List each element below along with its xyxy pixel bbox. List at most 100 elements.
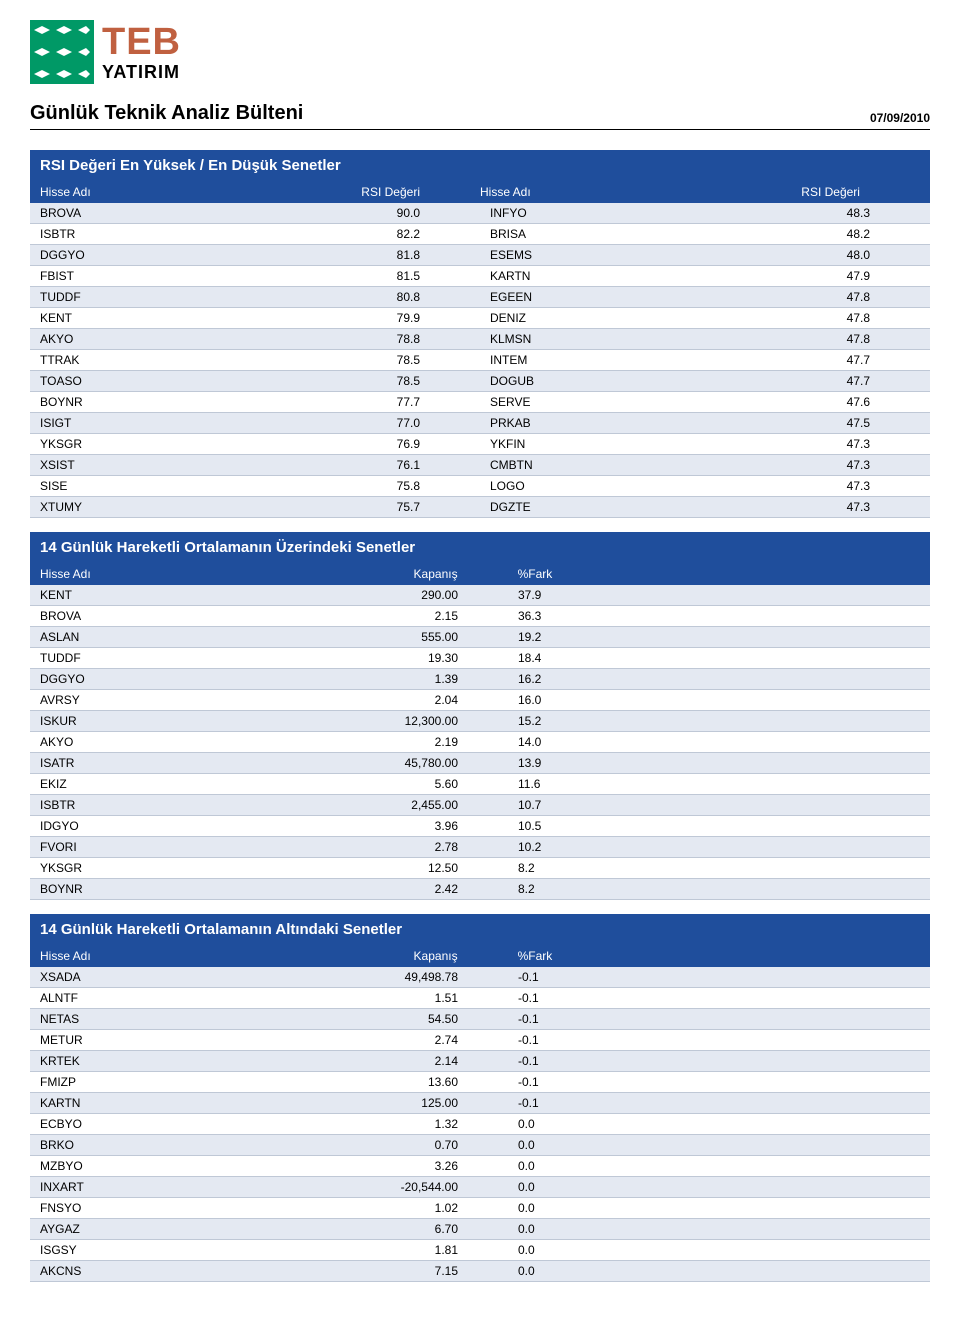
cell: -0.1: [498, 1093, 930, 1114]
cell: YKSGR: [30, 858, 210, 879]
cell: -0.1: [498, 1072, 930, 1093]
cell: ISIGT: [30, 413, 291, 434]
table-row: ISIGT77.0PRKAB47.5: [30, 413, 930, 434]
table-row: XSADA49,498.78-0.1: [30, 967, 930, 988]
cell: 19.2: [498, 627, 930, 648]
cell: DGGYO: [30, 669, 210, 690]
rsi-hdr-1: Hisse Adı: [40, 185, 295, 199]
cell: BROVA: [30, 203, 291, 224]
table-row: DGGYO81.8ESEMS48.0: [30, 245, 930, 266]
table-row: ALNTF1.51-0.1: [30, 988, 930, 1009]
logo-yatirim: YATIRIM: [102, 63, 181, 82]
cell: AKYO: [30, 329, 291, 350]
table-row: ASLAN555.0019.2: [30, 627, 930, 648]
cell: 78.5: [291, 350, 480, 371]
cell: 1.32: [210, 1114, 498, 1135]
cell: 15.2: [498, 711, 930, 732]
cell: 10.7: [498, 795, 930, 816]
logo-icon: [30, 20, 94, 84]
above-hdr-3: %Fark: [498, 567, 920, 581]
cell: 10.2: [498, 837, 930, 858]
cell: TUDDF: [30, 287, 291, 308]
cell: 8.2: [498, 858, 930, 879]
cell: BRISA: [480, 224, 741, 245]
below-ma-title: 14 Günlük Hareketli Ortalamanın Altındak…: [30, 914, 930, 945]
cell: FMIZP: [30, 1072, 210, 1093]
cell: 2.78: [210, 837, 498, 858]
table-row: AKYO2.1914.0: [30, 732, 930, 753]
cell: 75.8: [291, 476, 480, 497]
table-row: KENT79.9DENIZ47.8: [30, 308, 930, 329]
cell: 37.9: [498, 585, 930, 606]
table-row: AVRSY2.0416.0: [30, 690, 930, 711]
cell: 290.00: [210, 585, 498, 606]
table-row: AKCNS7.150.0: [30, 1261, 930, 1282]
cell: 45,780.00: [210, 753, 498, 774]
cell: DENIZ: [480, 308, 741, 329]
rsi-table: BROVA90.0INFYO48.3ISBTR82.2BRISA48.2DGGY…: [30, 203, 930, 518]
cell: 49,498.78: [210, 967, 498, 988]
cell: 18.4: [498, 648, 930, 669]
table-row: IDGYO3.9610.5: [30, 816, 930, 837]
cell: 5.60: [210, 774, 498, 795]
table-row: INXART-20,544.000.0: [30, 1177, 930, 1198]
cell: 47.8: [741, 329, 930, 350]
cell: -0.1: [498, 1030, 930, 1051]
cell: 1.39: [210, 669, 498, 690]
cell: 48.2: [741, 224, 930, 245]
cell: ISKUR: [30, 711, 210, 732]
cell: 125.00: [210, 1093, 498, 1114]
cell: 19.30: [210, 648, 498, 669]
cell: 48.3: [741, 203, 930, 224]
cell: NETAS: [30, 1009, 210, 1030]
cell: 13.60: [210, 1072, 498, 1093]
cell: BOYNR: [30, 392, 291, 413]
table-row: ISBTR82.2BRISA48.2: [30, 224, 930, 245]
rsi-hdr-4: RSI Değeri: [735, 185, 920, 199]
cell: ISATR: [30, 753, 210, 774]
cell: -0.1: [498, 988, 930, 1009]
table-row: TUDDF80.8EGEEN47.8: [30, 287, 930, 308]
cell: 79.9: [291, 308, 480, 329]
cell: METUR: [30, 1030, 210, 1051]
cell: 10.5: [498, 816, 930, 837]
cell: 0.0: [498, 1135, 930, 1156]
table-row: KRTEK2.14-0.1: [30, 1051, 930, 1072]
cell: 2.42: [210, 879, 498, 900]
cell: 8.2: [498, 879, 930, 900]
table-row: XTUMY75.7DGZTE47.3: [30, 497, 930, 518]
table-row: NETAS54.50-0.1: [30, 1009, 930, 1030]
cell: KENT: [30, 308, 291, 329]
cell: 75.7: [291, 497, 480, 518]
table-row: BRKO0.700.0: [30, 1135, 930, 1156]
table-row: ISBTR2,455.0010.7: [30, 795, 930, 816]
cell: FNSYO: [30, 1198, 210, 1219]
below-ma-table: XSADA49,498.78-0.1ALNTF1.51-0.1NETAS54.5…: [30, 967, 930, 1282]
cell: 82.2: [291, 224, 480, 245]
header: TEB YATIRIM: [30, 20, 930, 84]
cell: 2.04: [210, 690, 498, 711]
cell: ISBTR: [30, 224, 291, 245]
below-hdr-3: %Fark: [498, 949, 920, 963]
cell: 90.0: [291, 203, 480, 224]
logo-text: TEB YATIRIM: [102, 23, 181, 82]
table-row: ISATR45,780.0013.9: [30, 753, 930, 774]
cell: KENT: [30, 585, 210, 606]
cell: 47.9: [741, 266, 930, 287]
table-row: ISKUR12,300.0015.2: [30, 711, 930, 732]
cell: 36.3: [498, 606, 930, 627]
above-hdr-2: Kapanış: [216, 567, 498, 581]
cell: 81.8: [291, 245, 480, 266]
cell: 77.7: [291, 392, 480, 413]
cell: YKFIN: [480, 434, 741, 455]
cell: 0.0: [498, 1177, 930, 1198]
table-row: YKSGR12.508.2: [30, 858, 930, 879]
cell: IDGYO: [30, 816, 210, 837]
title-row: Günlük Teknik Analiz Bülteni 07/09/2010: [30, 102, 930, 130]
cell: TTRAK: [30, 350, 291, 371]
cell: AKYO: [30, 732, 210, 753]
cell: TOASO: [30, 371, 291, 392]
cell: EKIZ: [30, 774, 210, 795]
cell: 47.6: [741, 392, 930, 413]
table-row: BROVA90.0INFYO48.3: [30, 203, 930, 224]
